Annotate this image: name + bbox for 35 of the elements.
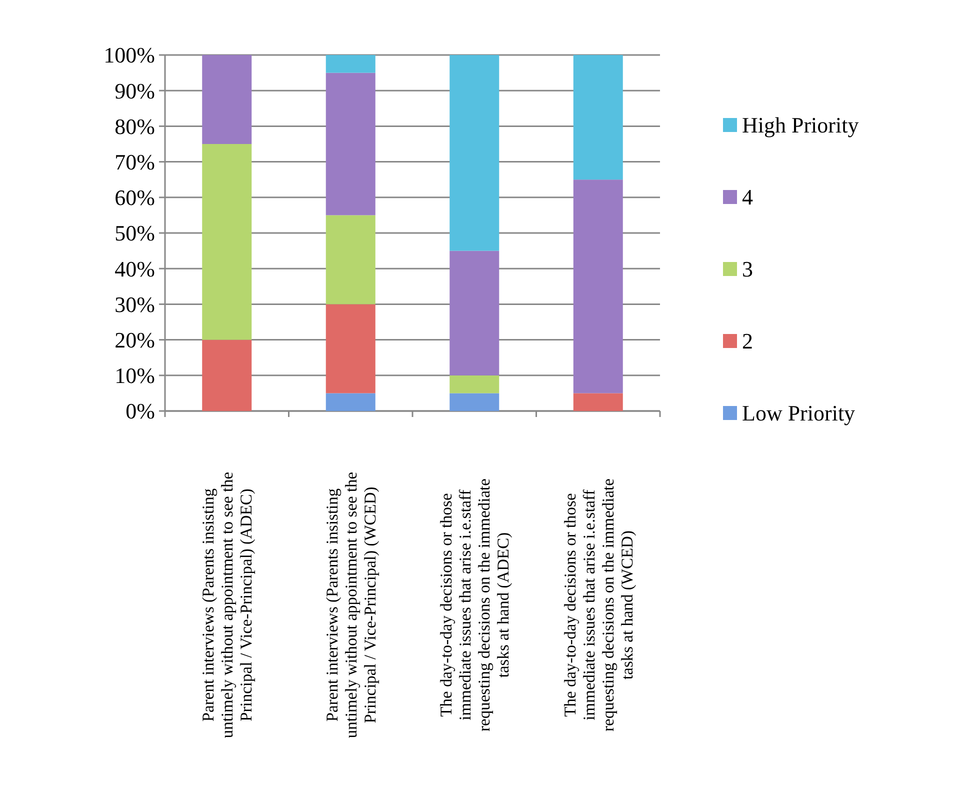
bar	[450, 375, 500, 394]
bar	[202, 144, 252, 340]
y-tick-label: 30%	[114, 292, 155, 317]
legend-label: 2	[742, 328, 753, 354]
bar	[202, 340, 252, 411]
x-tick-label: Parent interviews (Parents insisting untimely without appointment to see the Principal / Vice-Principal) (WCED)	[322, 472, 380, 738]
x-tick-label: The day-to-day decisions or those immediate issues that arise i.e.staff requesting decisions on the immediate tasks at hand (WCED)	[560, 478, 636, 732]
legend-label: High Priority	[742, 112, 859, 138]
bar	[573, 180, 623, 394]
legend-label: 4	[742, 184, 753, 210]
bar	[573, 393, 623, 411]
y-tick-label: 40%	[114, 256, 155, 282]
bar	[450, 393, 500, 411]
y-tick-label: 80%	[114, 114, 155, 139]
bar	[326, 215, 376, 304]
y-tick-label: 100%	[104, 42, 155, 68]
y-tick-label: 60%	[114, 185, 155, 210]
y-tick-label: 50%	[114, 220, 155, 246]
x-tick-label: Parent interviews (Parents insisting untimely without appointment to see the Principal / Vice-Principal) (ADEC)	[198, 472, 256, 738]
y-tick-label: 20%	[114, 328, 155, 352]
legend-label: 3	[742, 256, 753, 282]
bar	[326, 393, 376, 411]
y-tick-label: 90%	[114, 78, 155, 104]
bar	[202, 55, 252, 144]
bar	[573, 55, 623, 180]
y-tick-label: 10%	[114, 363, 155, 388]
bar	[450, 55, 500, 251]
bar	[450, 250, 500, 376]
bar	[326, 55, 376, 73]
y-tick-label: 0%	[126, 398, 155, 424]
y-tick-label: 70%	[114, 150, 155, 174]
bar	[326, 304, 376, 394]
legend-label: Low Priority	[742, 400, 856, 426]
bar	[326, 72, 376, 216]
x-tick-label: The day-to-day decisions or those immediate issues that arise i.e.staff requesting decisions on the immediate tasks at hand (ADEC)	[436, 478, 513, 732]
